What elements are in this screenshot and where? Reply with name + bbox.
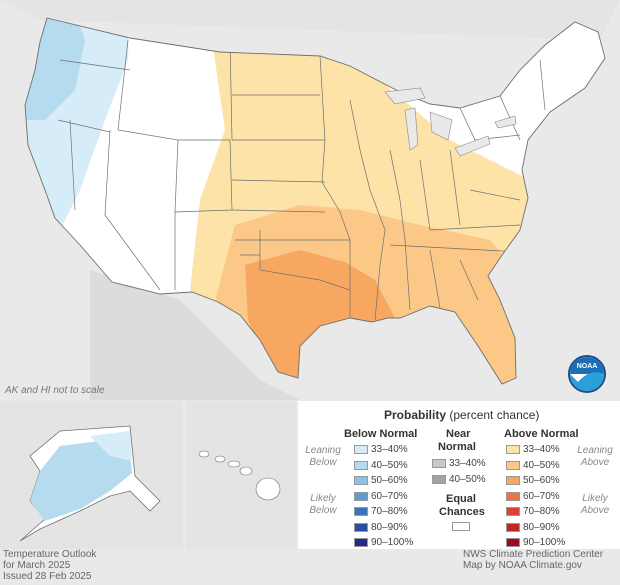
above-level-swatch bbox=[506, 507, 520, 516]
below-level-label: 33–40% bbox=[371, 444, 408, 455]
above-level-swatch bbox=[506, 491, 520, 501]
near-level-label: 33–40% bbox=[449, 458, 486, 469]
region-below-40-50 bbox=[25, 18, 85, 120]
below-level-label: 60–70% bbox=[371, 490, 408, 502]
conus-outline bbox=[24, 17, 606, 385]
below-level-label: 40–50% bbox=[371, 459, 408, 471]
below-level-swatch bbox=[354, 476, 368, 485]
below-level-label: 80–90% bbox=[371, 521, 408, 533]
above-level-label: 33–40% bbox=[523, 444, 560, 455]
near-normal-header-1: Near bbox=[446, 428, 471, 440]
footer-outlook-period: for March 2025 bbox=[3, 560, 71, 571]
near-normal-header-2: Normal bbox=[438, 441, 476, 453]
alaska-below-33-40 bbox=[90, 431, 132, 461]
above-level-label: 40–50% bbox=[523, 459, 560, 471]
below-level-swatch bbox=[354, 507, 368, 516]
near-level-swatch bbox=[432, 474, 446, 484]
footer-issued-date: Issued 28 Feb 2025 bbox=[3, 571, 92, 582]
above-level-label: 90–100% bbox=[523, 537, 566, 548]
alaska-inset bbox=[0, 401, 183, 549]
footer-outlook-title: Temperature Outlook bbox=[3, 549, 97, 560]
above-level-swatch bbox=[506, 476, 520, 485]
hawaii-islands bbox=[198, 450, 281, 501]
above-level-label: 80–90% bbox=[523, 521, 560, 533]
below-level-label: 90–100% bbox=[371, 537, 414, 548]
footer-credit-map: Map by NOAA Climate.gov bbox=[463, 560, 582, 571]
leaning-below-label: Leaning Below bbox=[305, 445, 341, 468]
legend-title-main: Probability bbox=[384, 408, 447, 422]
above-normal-header: Above Normal bbox=[504, 428, 579, 440]
equal-chances-label-1: Equal bbox=[446, 493, 476, 505]
above-level-swatch bbox=[506, 522, 520, 532]
above-level-swatch bbox=[506, 538, 520, 547]
region-above-50-60 bbox=[245, 250, 395, 380]
scale-note: AK and HI not to scale bbox=[5, 385, 105, 396]
below-level-swatch bbox=[354, 460, 368, 470]
likely-below-label: Likely Below bbox=[309, 493, 337, 516]
footer-left: Temperature Outlook for March 2025 Issue… bbox=[3, 549, 96, 582]
below-normal-header: Below Normal bbox=[344, 428, 418, 440]
below-level-label: 70–80% bbox=[371, 506, 408, 517]
equal-chances-swatch bbox=[452, 522, 470, 531]
likely-above-label: Likely Above bbox=[580, 493, 610, 516]
noaa-logo: NOAA bbox=[568, 355, 606, 393]
footer-credit-cpc: NWS Climate Prediction Center bbox=[463, 549, 604, 560]
noaa-logo-text: NOAA bbox=[577, 363, 598, 370]
below-level-swatch bbox=[354, 445, 368, 454]
below-level-swatch bbox=[354, 538, 368, 547]
great-lakes bbox=[384, 87, 517, 157]
above-level-label: 70–80% bbox=[523, 506, 560, 517]
hawaii-inset bbox=[186, 401, 296, 549]
below-level-label: 50–60% bbox=[371, 475, 408, 486]
conus-outlook-map: NOAA bbox=[24, 17, 606, 400]
state-boundaries bbox=[57, 39, 546, 321]
legend-title-note: (percent chance) bbox=[449, 408, 540, 422]
legend-panel: Probability (percent chance) Below Norma… bbox=[298, 401, 620, 549]
alaska-below-40-50 bbox=[30, 441, 132, 521]
near-level-label: 40–50% bbox=[449, 473, 486, 485]
footer-right: NWS Climate Prediction Center Map by NOA… bbox=[463, 549, 603, 571]
near-level-swatch bbox=[432, 459, 446, 468]
above-level-label: 50–60% bbox=[523, 475, 560, 486]
below-level-swatch bbox=[354, 522, 368, 532]
below-level-swatch bbox=[354, 491, 368, 501]
above-level-swatch bbox=[506, 460, 520, 470]
legend-title: Probability (percent chance) bbox=[384, 408, 539, 422]
above-level-swatch bbox=[506, 445, 520, 454]
leaning-above-label: Leaning Above bbox=[577, 445, 613, 468]
above-level-label: 60–70% bbox=[523, 490, 560, 502]
equal-chances-label-2: Chances bbox=[439, 506, 485, 518]
